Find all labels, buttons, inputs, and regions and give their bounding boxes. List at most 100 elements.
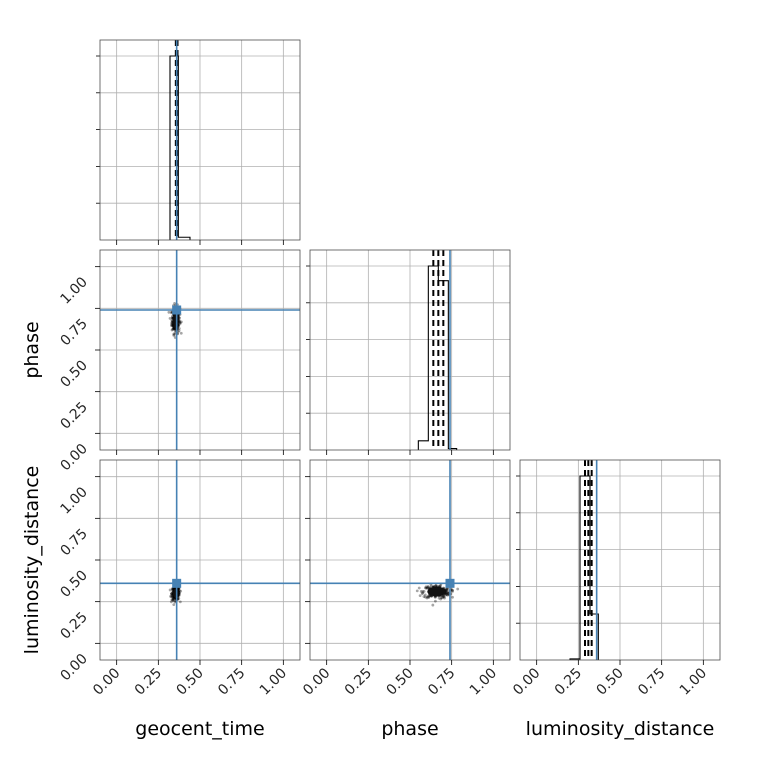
sample-point: [169, 595, 173, 599]
sample-point: [173, 332, 177, 336]
y-tick-label: 0.50: [57, 358, 90, 391]
x-tick-label: 0.25: [342, 665, 375, 698]
sample-point: [168, 317, 172, 320]
x-tick-label: 0.25: [552, 665, 585, 698]
x-tick-label: 0.75: [635, 665, 668, 698]
sample-point: [421, 590, 425, 593]
sample-point: [422, 595, 426, 598]
sample-point: [437, 596, 441, 600]
sample-point: [450, 588, 454, 592]
sample-point: [179, 589, 183, 593]
sample-point: [171, 598, 174, 602]
y-tick-label: 1.00: [57, 484, 90, 517]
sample-point: [171, 597, 175, 601]
density-panel-geocent_time-luminosity_distance: [99, 459, 301, 661]
hist-panel-phase: [306, 249, 511, 451]
y-axis-label-luminosity_distance: luminosity_distance: [21, 466, 43, 655]
sample-point: [426, 586, 430, 590]
sample-point: [171, 595, 175, 599]
sample-point: [168, 588, 172, 592]
sample-point: [170, 328, 174, 332]
sample-point: [178, 322, 182, 326]
sample-point: [172, 597, 176, 601]
hist-panel-geocent_time: [96, 39, 301, 241]
x-tick-label: 0.50: [173, 665, 206, 698]
sample-point: [434, 584, 438, 587]
sample-point: [438, 584, 442, 588]
sample-point: [425, 595, 429, 599]
sample-point: [170, 316, 174, 319]
y-tick-label: 0.75: [57, 316, 90, 349]
sample-point: [171, 598, 175, 602]
sample-point: [434, 584, 438, 588]
sample-point: [445, 593, 449, 597]
x-tick-label: 0.75: [425, 665, 458, 698]
sample-point: [434, 584, 438, 588]
sample-point: [422, 589, 426, 593]
sample-point: [420, 592, 424, 596]
sample-point: [169, 311, 173, 315]
sample-point: [177, 327, 181, 330]
y-axis-label-phase: phase: [21, 321, 43, 378]
sample-point: [173, 301, 176, 305]
hist-panel-luminosity_distance: [516, 459, 721, 661]
sample-point: [429, 584, 433, 588]
sample-point: [441, 594, 445, 598]
sample-point: [177, 589, 181, 592]
sample-point: [178, 321, 182, 325]
sample-point: [445, 592, 448, 596]
sample-point: [171, 595, 175, 599]
sample-point: [169, 592, 173, 596]
density-panel-phase-luminosity_distance: [309, 459, 511, 661]
sample-point: [426, 585, 430, 589]
sample-point: [177, 597, 181, 600]
sample-point: [442, 595, 446, 598]
truth-marker: [172, 578, 182, 588]
sample-point: [440, 596, 444, 600]
sample-point: [427, 595, 431, 599]
sample-point: [170, 321, 174, 324]
sample-point: [444, 593, 448, 597]
sample-point: [177, 329, 181, 333]
density-core: [427, 587, 446, 597]
sample-point: [426, 594, 430, 598]
sample-point: [178, 591, 181, 594]
sample-point: [167, 310, 171, 314]
x-tick-label: 1.00: [677, 665, 710, 698]
sample-point: [442, 595, 446, 599]
sample-point: [170, 592, 174, 595]
sample-point: [445, 591, 449, 595]
sample-point: [177, 587, 180, 591]
sample-point: [440, 596, 443, 600]
density-core: [173, 588, 179, 598]
sample-point: [170, 598, 174, 601]
sample-point: [423, 595, 427, 599]
sample-point: [178, 600, 182, 604]
sample-point: [172, 598, 176, 602]
sample-point: [170, 323, 174, 327]
sample-point: [446, 591, 450, 595]
sample-point: [426, 585, 430, 589]
sample-point: [446, 587, 449, 591]
sample-point: [171, 588, 175, 592]
sample-point: [451, 588, 454, 592]
truth-marker: [445, 578, 455, 588]
sample-point: [423, 593, 427, 597]
sample-point: [170, 587, 174, 591]
sample-point: [427, 595, 431, 599]
truth-marker: [172, 305, 182, 315]
sample-point: [445, 588, 449, 592]
sample-point: [170, 324, 173, 328]
sample-point: [456, 587, 460, 591]
sample-point: [446, 592, 450, 596]
sample-point: [418, 594, 422, 598]
sample-point: [170, 592, 174, 595]
x-tick-label: 0.00: [300, 665, 333, 698]
sample-point: [415, 589, 419, 593]
x-tick-label: 0.00: [90, 665, 123, 698]
sample-point: [172, 332, 176, 336]
y-tick-label: 0.50: [57, 568, 90, 601]
sample-point: [424, 586, 427, 590]
y-tick-label: 0.25: [57, 609, 90, 642]
